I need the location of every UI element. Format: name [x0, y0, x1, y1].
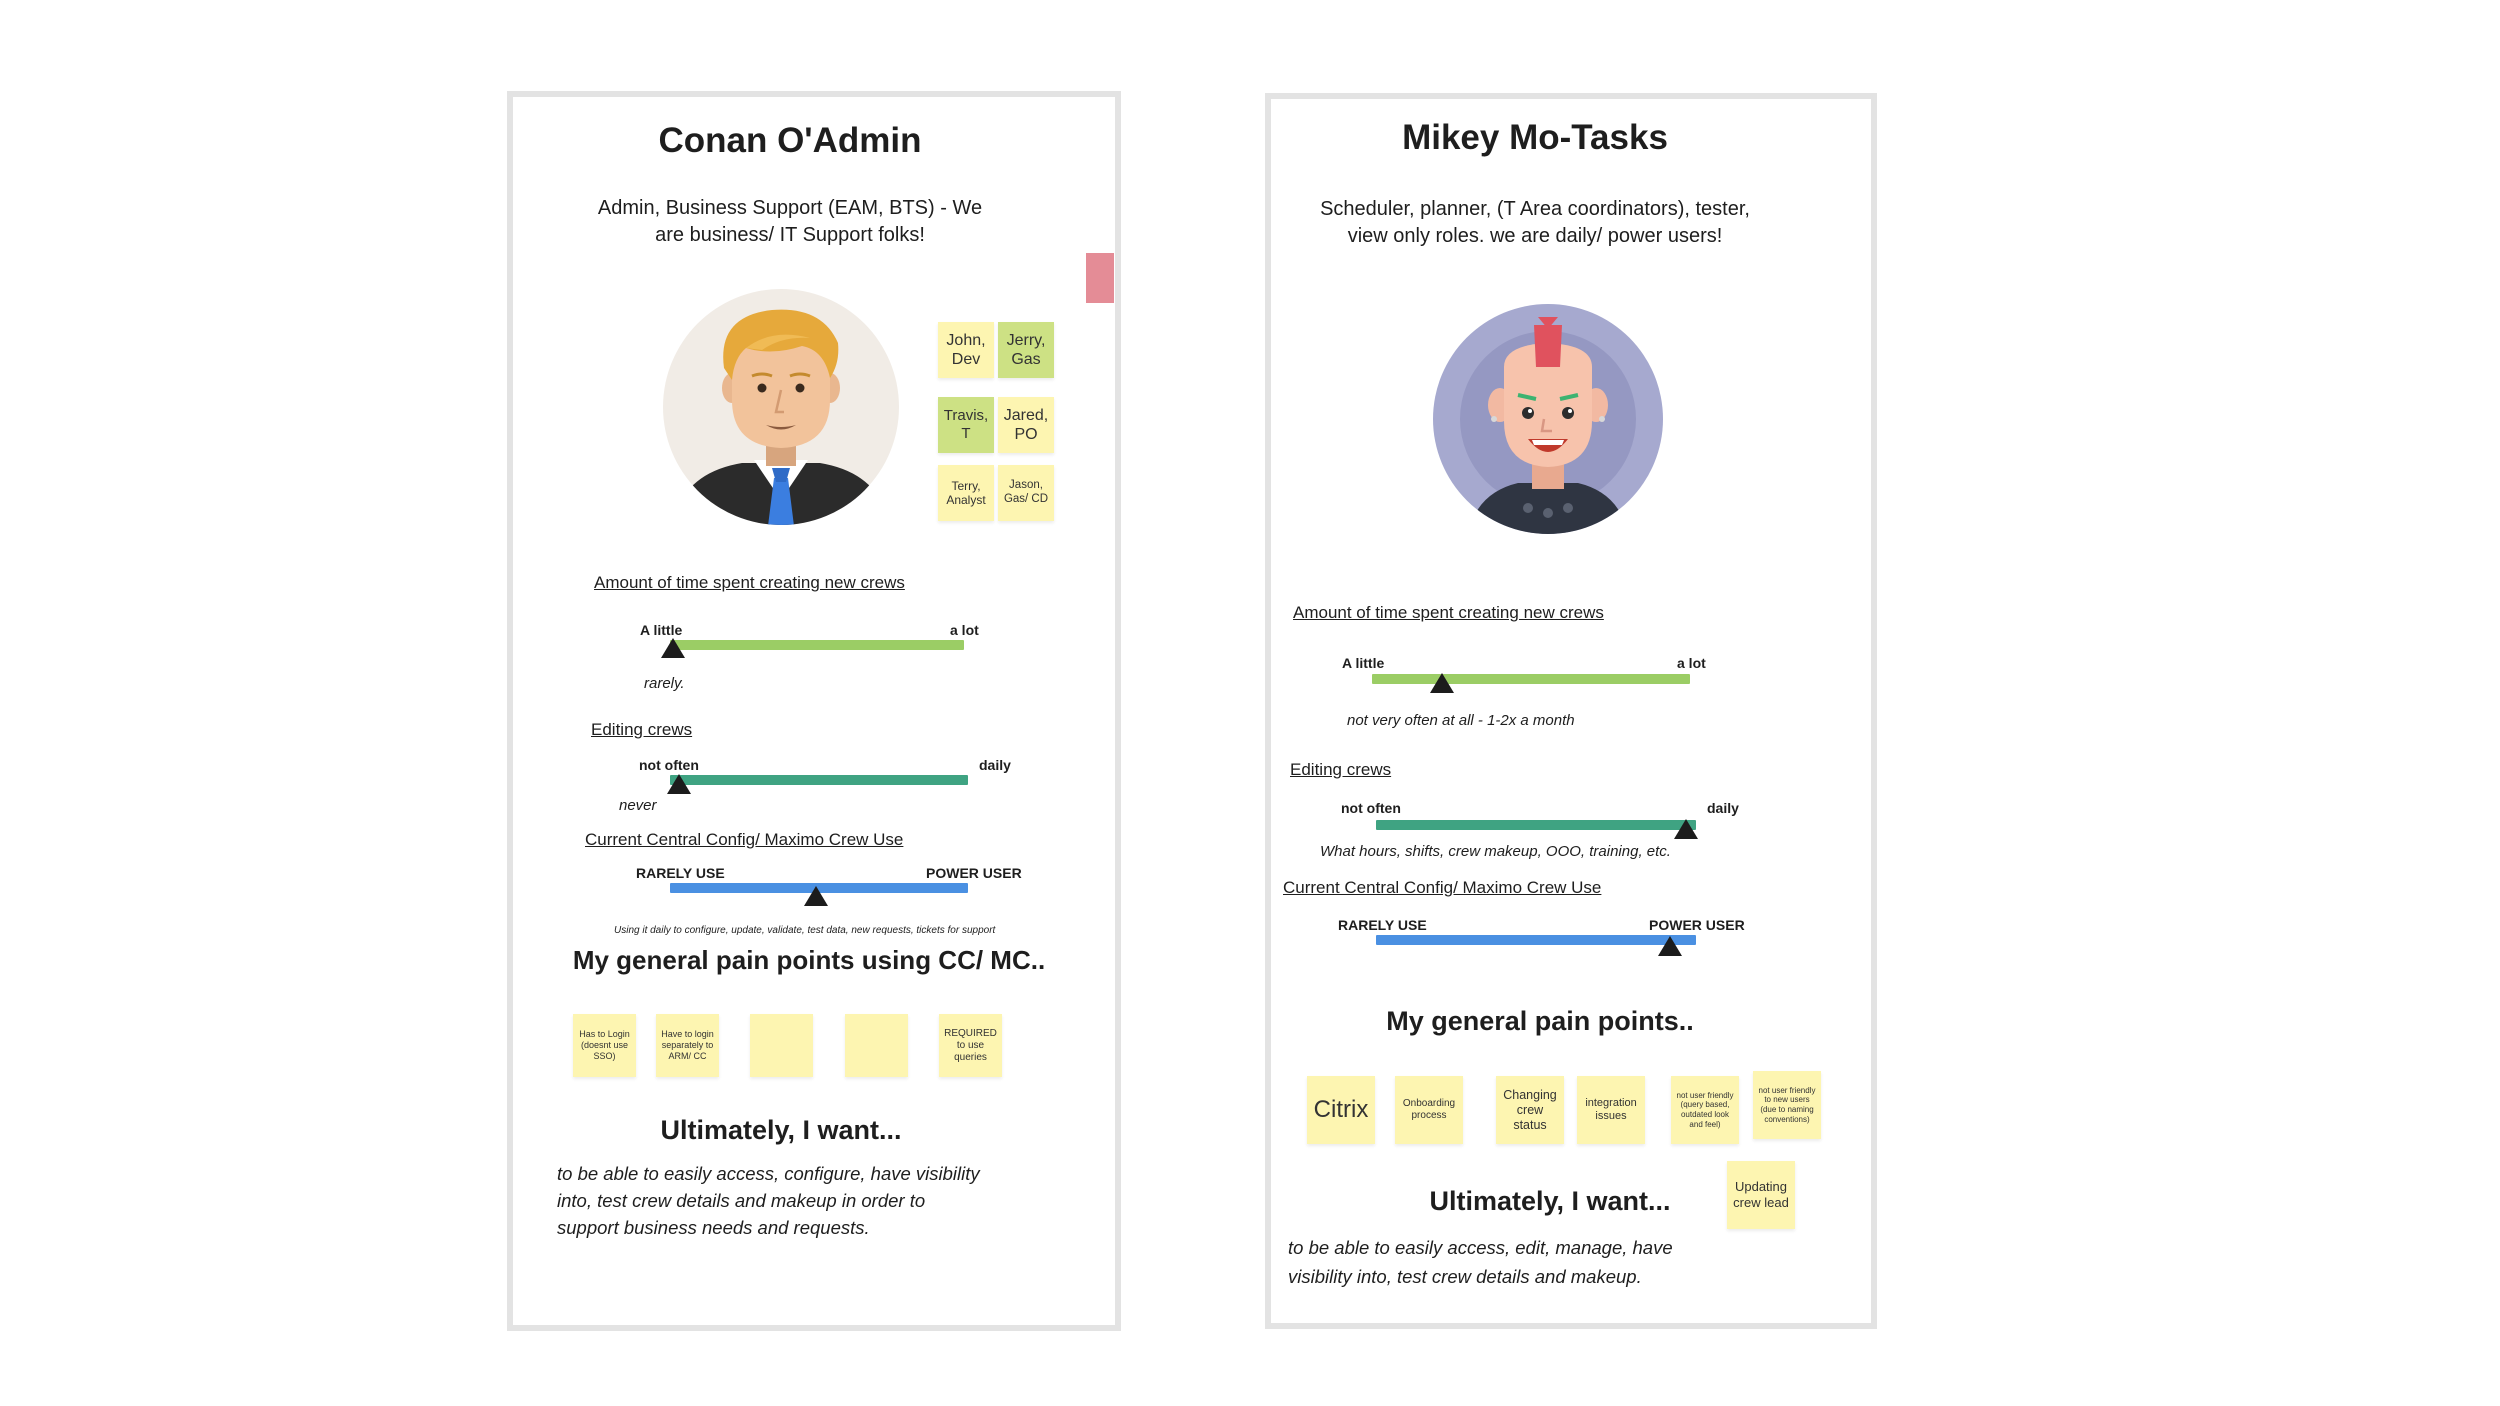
scale-note: not very often at all - 1-2x a month — [1347, 712, 1575, 729]
team-sticky-note[interactable]: Jerry, Gas — [998, 322, 1054, 378]
pain-point-sticky[interactable]: not user friendly to new users (due to n… — [1753, 1071, 1821, 1139]
want-line: to be able to easily access, edit, manag… — [1288, 1237, 1673, 1258]
persona-name: Conan O'Admin — [658, 121, 922, 160]
scale-low-label: not often — [1341, 800, 1401, 816]
scale-marker[interactable] — [666, 774, 691, 794]
pain-point-sticky[interactable] — [845, 1014, 908, 1077]
pain-point-sticky[interactable]: not user friendly (query based, outdated… — [1671, 1076, 1739, 1144]
scale-title: Amount of time spent creating new crews — [594, 573, 905, 592]
scale-title: Amount of time spent creating new crews — [1293, 603, 1604, 622]
scale-note: never — [619, 797, 657, 814]
pain-point-sticky[interactable] — [750, 1014, 813, 1077]
want-text: to be able to easily access, configure, … — [557, 1160, 1077, 1241]
scale-high-label: a lot — [950, 622, 979, 638]
scale-marker[interactable] — [804, 886, 829, 906]
pain-points-title: My general pain points using CC/ MC.. — [572, 945, 1046, 975]
scale-low-label: RARELY USE — [636, 865, 725, 881]
scale-low-label: not often — [639, 757, 699, 773]
pink-flag-marker[interactable] — [1086, 253, 1114, 303]
persona-role: Scheduler, planner, (T Area coordinators… — [1300, 196, 1770, 250]
persona-role-line: Admin, Business Support (EAM, BTS) - We — [597, 197, 983, 219]
persona-role: Admin, Business Support (EAM, BTS) - We … — [570, 195, 1010, 249]
persona-name: Mikey Mo-Tasks — [1402, 118, 1668, 157]
persona-role-line: are business/ IT Support folks! — [655, 224, 925, 246]
scale-bar — [1376, 935, 1696, 945]
scale-low-label: RARELY USE — [1338, 917, 1427, 933]
scale-note: Using it daily to configure, update, val… — [614, 925, 996, 936]
scale-note: What hours, shifts, crew makeup, OOO, tr… — [1320, 843, 1671, 860]
scale-high-label: a lot — [1677, 655, 1706, 671]
want-title: Ultimately, I want... — [660, 1115, 902, 1145]
businessman-avatar-icon — [663, 289, 899, 525]
scale-low-label: A little — [640, 622, 683, 638]
scale-high-label: POWER USER — [1649, 917, 1745, 933]
want-line: to be able to easily access, configure, … — [557, 1163, 980, 1184]
scale-bar — [670, 775, 968, 785]
want-line: into, test crew details and makeup in or… — [557, 1190, 926, 1211]
team-sticky-note[interactable]: Jason, Gas/ CD — [998, 465, 1054, 521]
pain-points-title: My general pain points.. — [1386, 1006, 1694, 1036]
pain-point-sticky[interactable]: REQUIRED to use queries — [939, 1014, 1002, 1077]
team-sticky-note[interactable]: John, Dev — [938, 322, 994, 378]
scale-high-label: POWER USER — [926, 865, 1022, 881]
persona-role-line: view only roles. we are daily/ power use… — [1347, 225, 1723, 247]
scale-marker[interactable] — [1429, 673, 1454, 693]
team-sticky-note[interactable]: Travis, T — [938, 397, 994, 453]
pain-point-sticky[interactable]: Citrix — [1307, 1076, 1375, 1144]
pain-point-sticky[interactable]: integration issues — [1577, 1076, 1645, 1144]
scale-title: Current Central Config/ Maximo Crew Use — [1283, 878, 1602, 897]
team-sticky-note[interactable]: Terry, Analyst — [938, 465, 994, 521]
scale-high-label: daily — [1707, 800, 1739, 816]
scale-marker[interactable] — [1674, 819, 1699, 839]
scale-bar — [1372, 674, 1690, 684]
want-title: Ultimately, I want... — [1429, 1186, 1671, 1216]
pain-point-sticky[interactable]: Changing crew status — [1496, 1076, 1564, 1144]
scale-marker[interactable] — [1658, 936, 1683, 956]
scale-low-label: A little — [1342, 655, 1385, 671]
want-text: to be able to easily access, edit, manag… — [1288, 1233, 1708, 1291]
want-line: visibility into, test crew details and m… — [1288, 1266, 1642, 1287]
scale-title: Editing crews — [591, 720, 693, 739]
scale-title: Editing crews — [1290, 760, 1392, 779]
scale-marker[interactable] — [660, 638, 685, 658]
pain-point-sticky[interactable]: Have to login separately to ARM/ CC — [656, 1014, 719, 1077]
scale-title: Current Central Config/ Maximo Crew Use — [585, 830, 904, 849]
pain-point-sticky[interactable]: Has to Login (doesnt use SSO) — [573, 1014, 636, 1077]
scale-note: rarely. — [644, 675, 685, 692]
scale-bar — [670, 640, 964, 650]
scale-bar — [1376, 820, 1696, 830]
pain-point-sticky[interactable]: Updating crew lead — [1727, 1161, 1795, 1229]
pain-point-sticky[interactable]: Onboarding process — [1395, 1076, 1463, 1144]
persona-role-line: Scheduler, planner, (T Area coordinators… — [1320, 198, 1750, 220]
mohawk-punk-avatar-icon — [1433, 304, 1663, 534]
team-sticky-note[interactable]: Jared, PO — [998, 397, 1054, 453]
scale-high-label: daily — [979, 757, 1011, 773]
want-line: support business needs and requests. — [557, 1217, 870, 1238]
